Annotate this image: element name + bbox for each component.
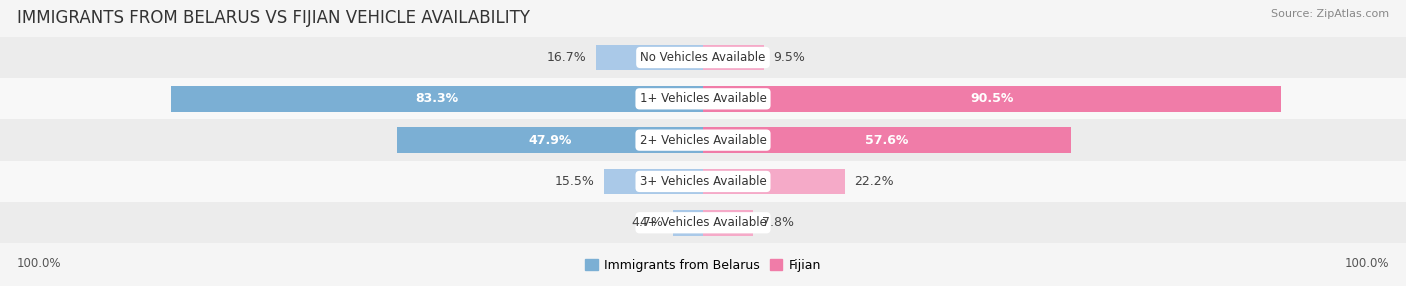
Text: 3+ Vehicles Available: 3+ Vehicles Available [640, 175, 766, 188]
Bar [0, 161, 1406, 202]
Text: 9.5%: 9.5% [773, 51, 806, 64]
Bar [596, 45, 703, 70]
Text: 1+ Vehicles Available: 1+ Vehicles Available [640, 92, 766, 105]
Bar [673, 210, 703, 236]
Text: 83.3%: 83.3% [415, 92, 458, 105]
Text: 15.5%: 15.5% [554, 175, 595, 188]
Text: 4+ Vehicles Available: 4+ Vehicles Available [640, 216, 766, 229]
Text: 22.2%: 22.2% [855, 175, 894, 188]
Bar [703, 169, 845, 194]
Text: 47.9%: 47.9% [529, 134, 572, 147]
Text: No Vehicles Available: No Vehicles Available [640, 51, 766, 64]
Legend: Immigrants from Belarus, Fijian: Immigrants from Belarus, Fijian [581, 254, 825, 277]
Text: IMMIGRANTS FROM BELARUS VS FIJIAN VEHICLE AVAILABILITY: IMMIGRANTS FROM BELARUS VS FIJIAN VEHICL… [17, 9, 530, 27]
Text: 100.0%: 100.0% [17, 257, 62, 270]
Text: 4.7%: 4.7% [631, 216, 664, 229]
Bar [170, 86, 703, 112]
Text: 16.7%: 16.7% [547, 51, 586, 64]
Bar [0, 37, 1406, 78]
Bar [396, 127, 703, 153]
Text: 100.0%: 100.0% [1344, 257, 1389, 270]
Bar [703, 86, 1281, 112]
Text: 7.8%: 7.8% [762, 216, 794, 229]
Text: 2+ Vehicles Available: 2+ Vehicles Available [640, 134, 766, 147]
Bar [703, 127, 1071, 153]
Text: 57.6%: 57.6% [865, 134, 908, 147]
Bar [605, 169, 703, 194]
Bar [0, 120, 1406, 161]
Bar [0, 78, 1406, 120]
Text: 90.5%: 90.5% [970, 92, 1014, 105]
Bar [0, 202, 1406, 243]
Bar [703, 45, 763, 70]
Bar [703, 210, 752, 236]
Text: Source: ZipAtlas.com: Source: ZipAtlas.com [1271, 9, 1389, 19]
